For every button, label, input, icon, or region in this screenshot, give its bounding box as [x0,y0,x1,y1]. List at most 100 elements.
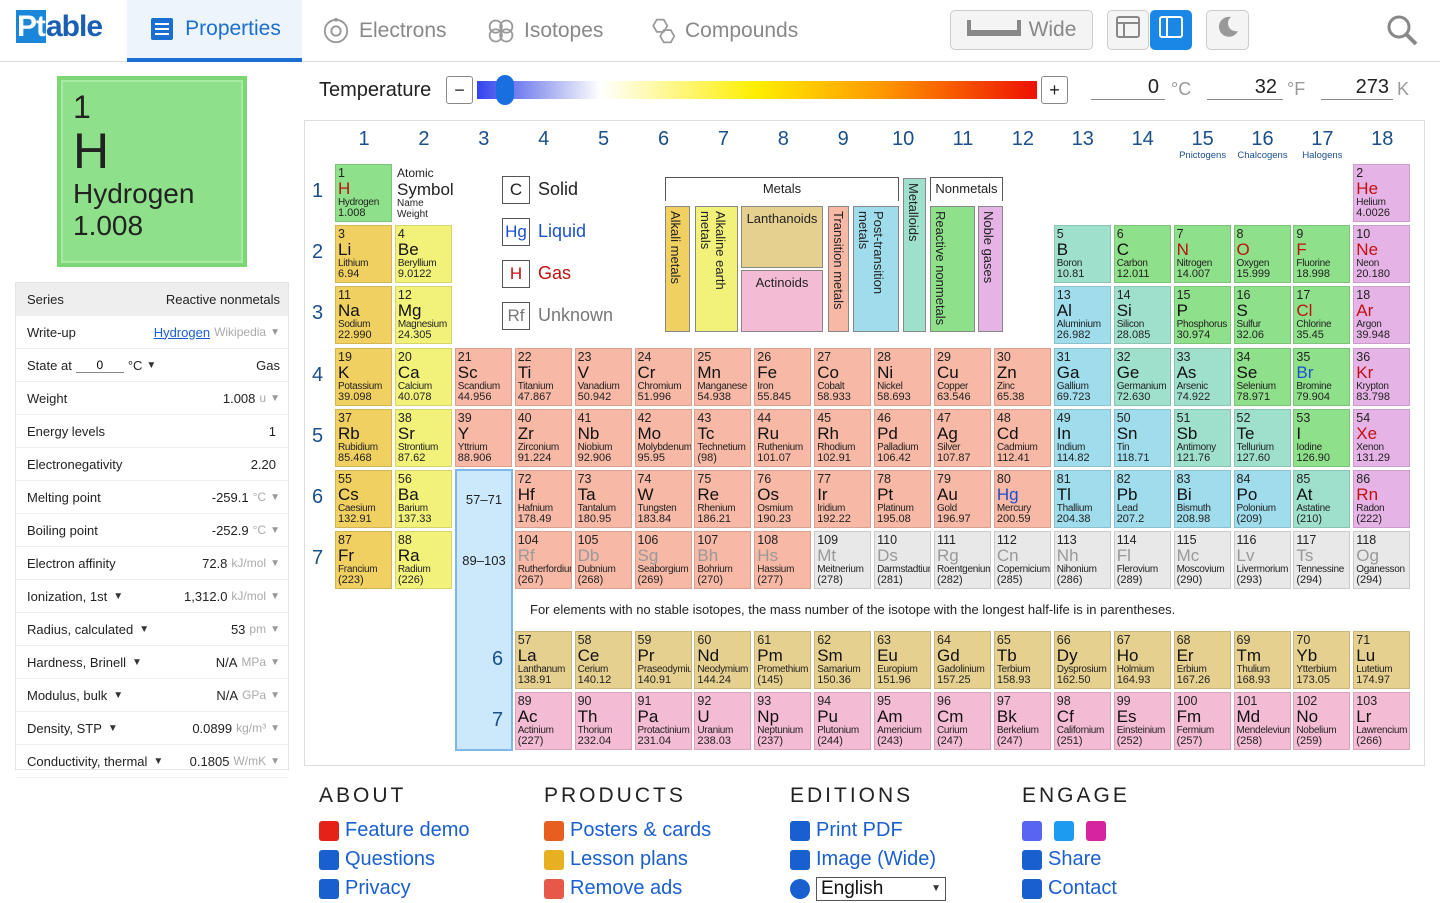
element-iodine[interactable]: 53 I Iodine 126.90 [1293,408,1351,467]
element-yttrium[interactable]: 39 Y Yttrium 88.906 [454,408,512,467]
state-unit-select[interactable]: °C [127,357,143,373]
discord-icon[interactable] [1022,820,1042,841]
element-indium[interactable]: 49 In Indium 114.82 [1053,408,1111,467]
element-tellurium[interactable]: 52 Te Tellurium 127.60 [1233,408,1291,467]
element-rhenium[interactable]: 75 Re Rhenium 186.21 [694,470,752,528]
ptable-logo[interactable]: Ptable [16,10,103,50]
element-calcium[interactable]: 20 Ca Calcium 40.078 [394,347,452,406]
element-nobelium[interactable]: 102 No Nobelium (259) [1293,692,1351,750]
chevron-down-icon[interactable]: ▼ [270,623,280,635]
legend-actinoids[interactable]: Actinoids [741,270,823,332]
legend-alkaline-earth[interactable]: Alkaline earth metals [695,206,738,332]
element-potassium[interactable]: 19 K Potassium 39.098 [335,347,392,406]
element-tin[interactable]: 50 Sn Tin 118.71 [1113,408,1171,467]
element-iron[interactable]: 26 Fe Iron 55.845 [754,347,812,406]
element-cadmium[interactable]: 48 Cd Cadmium 112.41 [993,408,1051,467]
footer-link[interactable]: Contact [1022,874,1130,903]
element-thorium[interactable]: 90 Th Thorium 232.04 [574,692,632,750]
legend-lanthanoids[interactable]: Lanthanoids [741,206,823,268]
element-thallium[interactable]: 81 Tl Thallium 204.38 [1053,470,1111,528]
chevron-down-icon[interactable]: ▼ [270,590,280,602]
element-boron[interactable]: 5 B Boron 10.81 [1053,225,1111,284]
element-bismuth[interactable]: 83 Bi Bismuth 208.98 [1173,470,1231,528]
element-manganese[interactable]: 25 Mn Manganese 54.938 [694,347,752,406]
state-legend-label[interactable]: Solid [538,179,579,199]
element-oxygen[interactable]: 8 O Oxygen 15.999 [1233,225,1291,284]
element-ytterbium[interactable]: 70 Yb Ytterbium 173.05 [1293,631,1351,689]
element-radium[interactable]: 88 Ra Radium (226) [394,531,452,590]
element-selenium[interactable]: 34 Se Selenium 78.971 [1233,347,1291,406]
tab-electrons[interactable]: Electrons [322,0,447,62]
element-lithium[interactable]: 3 Li Lithium 6.94 [335,225,392,284]
property-unit[interactable]: pm [249,622,267,636]
element-hassium[interactable]: 108 Hs Hassium (277) [754,531,812,590]
tab-compounds[interactable]: Compounds [648,0,798,62]
tab-properties[interactable]: Properties [127,0,302,62]
property-unit[interactable]: u [259,391,267,405]
element-radon[interactable]: 86 Rn Radon (222) [1353,470,1411,528]
element-uranium[interactable]: 92 U Uranium 238.03 [694,692,752,750]
element-oganesson[interactable]: 118 Og Oganesson (294) [1353,531,1411,590]
element-molybdenum[interactable]: 42 Mo Molybdenum 95.95 [634,408,692,467]
element-actinium[interactable]: 89 Ac Actinium (227) [514,692,572,750]
element-protactinium[interactable]: 91 Pa Protactinium 231.04 [634,692,692,750]
element-beryllium[interactable]: 4 Be Beryllium 9.0122 [394,225,452,284]
element-bohrium[interactable]: 107 Bh Bohrium (270) [694,531,752,590]
element-zirconium[interactable]: 40 Zr Zirconium 91.224 [514,408,572,467]
element-fluorine[interactable]: 9 F Fluorine 18.998 [1293,225,1351,284]
element-copper[interactable]: 29 Cu Copper 63.546 [934,347,991,406]
writeup-link[interactable]: Hydrogen [153,324,211,340]
footer-link[interactable]: Feature demo [319,816,470,845]
element-nihonium[interactable]: 113 Nh Nihonium (286) [1053,531,1111,590]
element-scandium[interactable]: 21 Sc Scandium 44.956 [454,347,512,406]
element-fermium[interactable]: 100 Fm Fermium (257) [1173,692,1231,750]
element-germanium[interactable]: 32 Ge Germanium 72.630 [1113,347,1171,406]
element-holmium[interactable]: 67 Ho Holmium 164.93 [1113,631,1171,689]
element-silicon[interactable]: 14 Si Silicon 28.085 [1113,286,1171,345]
element-neodymium[interactable]: 60 Nd Neodymium 144.24 [694,631,752,689]
element-praseodymium[interactable]: 59PrPraseodymium140.91 [634,631,692,689]
element-samarium[interactable]: 62 Sm Samarium 150.36 [814,631,872,689]
chevron-down-icon[interactable]: ▼ [270,722,280,734]
state-legend-symbol[interactable]: H [502,260,530,288]
element-niobium[interactable]: 41 Nb Niobium 92.906 [574,408,632,467]
element-helium[interactable]: 2 He Helium 4.0026 [1353,164,1411,222]
element-arsenic[interactable]: 33 As Arsenic 74.922 [1173,347,1231,406]
element-thulium[interactable]: 69 Tm Thulium 168.93 [1233,631,1291,689]
element-caesium[interactable]: 55 Cs Caesium 132.91 [335,470,392,528]
element-neon[interactable]: 10 Ne Neon 20.180 [1353,225,1411,284]
element-titanium[interactable]: 22 Ti Titanium 47.867 [514,347,572,406]
element-rutherfordium[interactable]: 104 Rf Rutherfordium (267) [514,531,572,590]
element-tungsten[interactable]: 74 W Tungsten 183.84 [634,470,692,528]
element-promethium[interactable]: 61 Pm Promethium (145) [754,631,812,689]
element-rubidium[interactable]: 37 Rb Rubidium 85.468 [335,408,392,467]
element-hafnium[interactable]: 72 Hf Hafnium 178.49 [514,470,572,528]
footer-link[interactable]: Lesson plans [544,845,711,874]
property-unit[interactable]: kg/m³ [236,721,267,735]
state-temperature-input[interactable] [75,357,124,373]
property-unit[interactable]: kJ/mol [231,589,267,603]
element-hydrogen[interactable]: 1 H Hydrogen 1.008 [335,164,392,222]
chevron-down-icon[interactable]: ▼ [270,326,280,338]
element-mendelevium[interactable]: 101 Md Mendelevium (258) [1233,692,1291,750]
property-unit[interactable]: kJ/mol [231,556,267,570]
element-palladium[interactable]: 46 Pd Palladium 106.42 [874,408,932,467]
state-legend-label[interactable]: Gas [538,263,572,283]
element-barium[interactable]: 56 Ba Barium 137.33 [394,470,452,528]
element-chromium[interactable]: 24 Cr Chromium 51.996 [634,347,692,406]
element-copernicium[interactable]: 112 Cn Copernicium (285) [993,531,1051,590]
element-bromine[interactable]: 35 Br Bromine 79.904 [1293,347,1351,406]
footer-link[interactable]: Questions [319,845,470,874]
search-icon[interactable] [1386,14,1418,51]
element-lanthanum[interactable]: 57 La Lanthanum 138.91 [514,631,572,689]
element-polonium[interactable]: 84 Po Polonium (209) [1233,470,1291,528]
state-legend-label[interactable]: Unknown [538,305,614,325]
element-europium[interactable]: 63 Eu Europium 151.96 [874,631,932,689]
element-plutonium[interactable]: 94 Pu Plutonium (244) [814,692,872,750]
element-roentgenium[interactable]: 111 Rg Roentgenium (282) [934,531,991,590]
chevron-down-icon[interactable]: ▼ [139,623,150,635]
layout-compact-button[interactable] [1107,10,1149,50]
chevron-down-icon[interactable]: ▼ [270,755,280,767]
element-ruthenium[interactable]: 44 Ru Ruthenium 101.07 [754,408,812,467]
element-vanadium[interactable]: 23 V Vanadium 50.942 [574,347,632,406]
